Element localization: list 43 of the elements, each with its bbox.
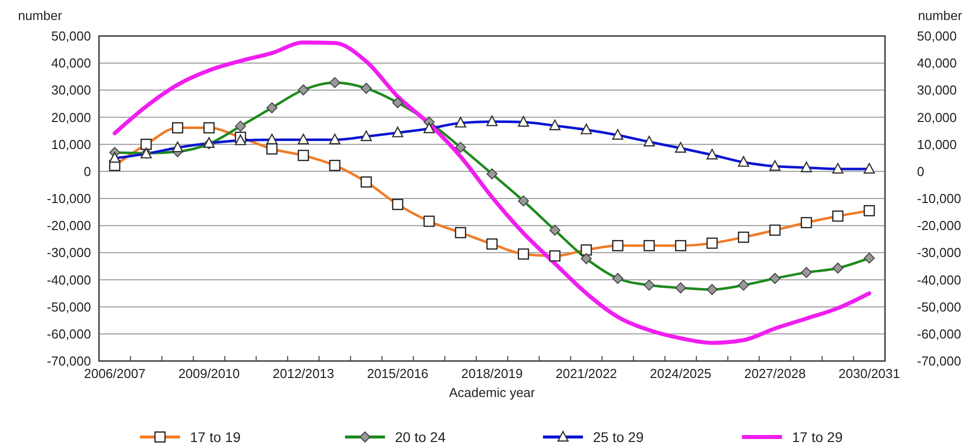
y-tick-label: 30,000 bbox=[51, 82, 91, 98]
legend-label: 25 to 29 bbox=[593, 429, 644, 445]
x-tick-label: 2030/2031 bbox=[838, 366, 900, 381]
x-tick-label: 2027/2028 bbox=[744, 366, 806, 381]
y-tick-label: -60,000 bbox=[46, 326, 91, 342]
y-tick-label: 10,000 bbox=[51, 136, 91, 152]
y-tick-label: 0 bbox=[84, 164, 91, 179]
legend-label: 17 to 19 bbox=[190, 429, 241, 445]
y2-tick-label: -20,000 bbox=[917, 218, 962, 234]
y-axis-title: number bbox=[18, 8, 63, 23]
x-tick-label: 2024/2025 bbox=[650, 366, 712, 381]
x-tick-label: 2021/2022 bbox=[556, 366, 618, 381]
y-tick-label: -50,000 bbox=[46, 299, 91, 314]
y2-tick-label: 50,000 bbox=[917, 28, 957, 44]
x-tick-label: 2012/2013 bbox=[272, 366, 334, 381]
y-tick-label: -20,000 bbox=[46, 218, 91, 234]
legend-label: 17 to 29 bbox=[792, 429, 843, 445]
y2-tick-label: -30,000 bbox=[917, 245, 962, 260]
line-series bbox=[112, 40, 872, 345]
x-tick-label: 2018/2019 bbox=[461, 366, 523, 381]
y2-tick-label: 40,000 bbox=[917, 56, 957, 71]
y-tick-label: -40,000 bbox=[46, 272, 91, 288]
y-tick-label: -70,000 bbox=[46, 354, 91, 368]
y2-tick-label: 0 bbox=[917, 164, 924, 179]
y-tick-label: -30,000 bbox=[46, 245, 91, 260]
x-tick-label: 2006/2007 bbox=[84, 366, 146, 381]
y2-tick-label: -40,000 bbox=[917, 272, 962, 288]
y2-tick-label: -60,000 bbox=[917, 326, 962, 342]
y2-tick-label: 10,000 bbox=[917, 136, 957, 152]
y2-tick-label: -50,000 bbox=[917, 299, 962, 314]
y-tick-label: 40,000 bbox=[51, 56, 91, 71]
x-tick-label: 2015/2016 bbox=[366, 366, 428, 381]
y-tick-label: -10,000 bbox=[46, 191, 91, 206]
y2-tick-label: 20,000 bbox=[917, 110, 957, 125]
x-tick-label: 2009/2010 bbox=[178, 366, 240, 381]
x-axis-title: Academic year bbox=[449, 385, 536, 400]
y2-tick-label: -70,000 bbox=[917, 354, 962, 368]
y2-tick-label: 30,000 bbox=[917, 82, 957, 98]
y2-axis-title: number bbox=[918, 8, 963, 23]
y-tick-label: 20,000 bbox=[51, 110, 91, 125]
y-tick-label: 50,000 bbox=[51, 28, 91, 44]
legend-label: 20 to 24 bbox=[395, 429, 446, 445]
y2-tick-label: -10,000 bbox=[917, 191, 962, 206]
